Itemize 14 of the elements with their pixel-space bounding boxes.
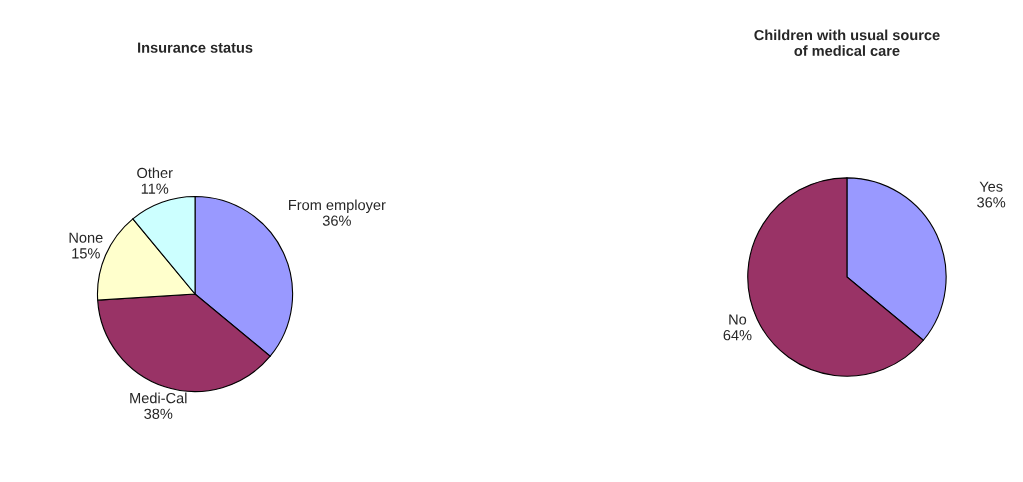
slice-label: None [69,232,103,243]
slice-label: From employer [289,199,386,214]
data-label: 11% [141,183,169,194]
data-label: 36% [322,215,351,226]
data-label: 36% [977,197,1006,208]
data-label: 38% [144,408,173,419]
data-label: 64% [723,330,752,341]
slice-label: Yes [979,181,1003,192]
slice-label: Other [137,167,173,179]
slice-label: Medi-Cal [130,392,187,404]
slice-label: No [729,314,747,325]
chart-title: Insurance status [138,42,253,53]
data-label: 15% [72,248,100,259]
chart-title: Children with usual source of medical care [754,29,940,56]
